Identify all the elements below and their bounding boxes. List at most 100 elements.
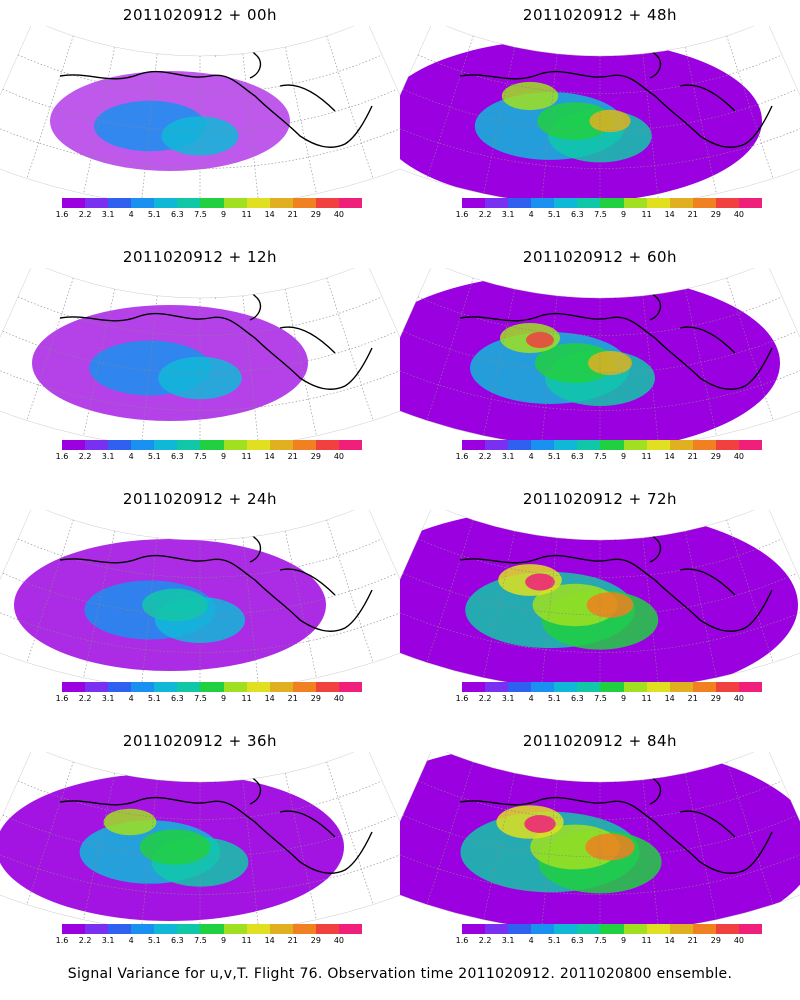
colorbar-tick-label: 11 <box>241 936 252 945</box>
map-panel: 2011020912 + 60h 1.6 2.2 3.1 4 5.1 6.3 7.5 9 11 14… <box>400 242 800 484</box>
forecast-map <box>400 752 800 932</box>
longitude-line <box>242 53 259 203</box>
longitude-line <box>684 46 717 194</box>
colorbar-swatch <box>531 682 555 692</box>
colorbar-tick-label: 21 <box>687 452 698 461</box>
colorbar-tick-label: 3.1 <box>101 210 115 219</box>
colorbar-swatch <box>715 440 739 450</box>
latitude-line <box>0 123 400 169</box>
colorbar-swatch <box>200 198 224 208</box>
colorbar-tick-label: 2.2 <box>78 936 92 945</box>
colorbar-swatch <box>485 924 509 934</box>
colorbar-tick-label: 29 <box>710 210 721 219</box>
colorbar-tick-label: 29 <box>710 936 721 945</box>
colorbar-swatch <box>692 924 716 934</box>
colorbar-tick-label: 40 <box>733 210 745 219</box>
colorbar-tick-label: 4 <box>128 694 134 703</box>
colorbar-swatch <box>462 198 486 208</box>
colorbar-swatch <box>692 440 716 450</box>
figure-caption: Signal Variance for u,v,T. Flight 76. Ob… <box>67 966 733 982</box>
colorbar-tick-label: 9 <box>220 936 227 945</box>
colorbar-labels: 1.6 2.2 3.1 4 5.1 6.3 7.5 9 11 14 21 29 40 <box>456 694 762 704</box>
colorbar-tick-label: 3.1 <box>101 452 115 461</box>
colorbar-swatch <box>669 198 693 208</box>
colorbar-labels: 1.6 2.2 3.1 4 5.1 6.3 7.5 9 11 14 21 29 40 <box>456 210 762 220</box>
colorbar-swatch <box>292 924 316 934</box>
colorbar-swatch <box>85 682 109 692</box>
colorbar-swatch <box>315 924 339 934</box>
colorbar-swatch <box>669 440 693 450</box>
colorbar-tick-label: 14 <box>264 936 275 945</box>
colorbar-tick-label: 3.1 <box>501 210 515 219</box>
colorbar-tick-label: 11 <box>641 452 652 461</box>
colorbar-tick-label: 2.2 <box>78 452 92 461</box>
longitude-line <box>541 295 558 445</box>
colorbar-swatch <box>531 198 555 208</box>
colorbar-swatch <box>623 924 647 934</box>
colorbar-swatch <box>62 198 86 208</box>
colorbar-tick-label: 7.5 <box>594 694 607 703</box>
colorbar-swatch <box>246 924 270 934</box>
colorbar-swatch <box>177 924 201 934</box>
colorbar-tick-label: 7.5 <box>594 210 607 219</box>
colorbar-swatch <box>485 682 509 692</box>
colorbar-tick-label: 40 <box>333 452 345 461</box>
colorbar-swatch <box>646 198 670 208</box>
colorbar-swatch <box>531 440 555 450</box>
variance-blob <box>588 351 632 375</box>
longitude-line <box>642 537 659 687</box>
colorbar-tick-label: 2.2 <box>78 694 92 703</box>
colorbar-swatch <box>315 198 339 208</box>
colorbar-tick-label: 6.3 <box>171 452 184 461</box>
colorbar-swatch <box>738 682 763 692</box>
colorbar-swatch <box>269 682 293 692</box>
map-boundary <box>0 752 400 932</box>
longitude-line <box>242 537 259 687</box>
colorbar-tick-label: 6.3 <box>571 694 584 703</box>
variance-blob <box>524 815 556 833</box>
longitude-line <box>642 295 659 445</box>
colorbar-swatch <box>462 440 486 450</box>
colorbar-tick-label: 2.2 <box>478 936 492 945</box>
colorbar-tick-label: 40 <box>333 936 345 945</box>
colorbar-tick-label: 5.1 <box>547 694 561 703</box>
colorbar-tick-label: 21 <box>287 936 298 945</box>
colorbar-tick-label: 3.1 <box>101 694 115 703</box>
colorbar-labels: 1.6 2.2 3.1 4 5.1 6.3 7.5 9 11 14 21 29 40 <box>56 936 362 946</box>
colorbar-labels: 1.6 2.2 3.1 4 5.1 6.3 7.5 9 11 14 21 29 40 <box>456 936 762 946</box>
colorbar-swatch <box>577 682 601 692</box>
colorbar-labels: 1.6 2.2 3.1 4 5.1 6.3 7.5 9 11 14 21 29 40 <box>56 210 362 220</box>
colorbar-labels: 1.6 2.2 3.1 4 5.1 6.3 7.5 9 11 14 21 29 40 <box>56 694 362 704</box>
colorbar-tick-label: 14 <box>264 452 275 461</box>
colorbar-tick-label: 1.6 <box>55 452 69 461</box>
colorbar-tick-label: 21 <box>687 936 698 945</box>
longitude-line <box>483 288 516 436</box>
colorbar-tick-label: 7.5 <box>594 452 607 461</box>
colorbar-tick-label: 5.1 <box>147 452 161 461</box>
colorbar-swatch <box>715 682 739 692</box>
latitude-line <box>0 607 400 653</box>
forecast-map <box>400 268 800 448</box>
panel-title: 2011020912 + 36h <box>122 732 278 750</box>
variance-blob <box>139 829 211 865</box>
colorbar-tick-label: 7.5 <box>194 210 207 219</box>
longitude-line <box>326 519 374 663</box>
colorbar-swatch <box>508 924 532 934</box>
colorbar-swatch <box>669 924 693 934</box>
latitude-line <box>0 365 400 411</box>
longitude-line <box>141 779 158 929</box>
colorbar-tick-label: 21 <box>287 694 298 703</box>
colorbar-swatch <box>200 682 224 692</box>
colorbar-swatch <box>223 924 247 934</box>
colorbar-swatch <box>62 440 86 450</box>
variance-blob <box>142 588 208 622</box>
colorbar-swatch <box>269 924 293 934</box>
colorbar-tick-label: 11 <box>641 936 652 945</box>
colorbar-swatch <box>315 682 339 692</box>
colorbar-swatch <box>692 682 716 692</box>
longitude-line <box>141 53 158 203</box>
longitude-line <box>284 288 317 436</box>
colorbar-tick-label: 7.5 <box>194 694 207 703</box>
colorbar-tick-label: 29 <box>310 452 321 461</box>
colorbar-tick-label: 21 <box>687 210 698 219</box>
